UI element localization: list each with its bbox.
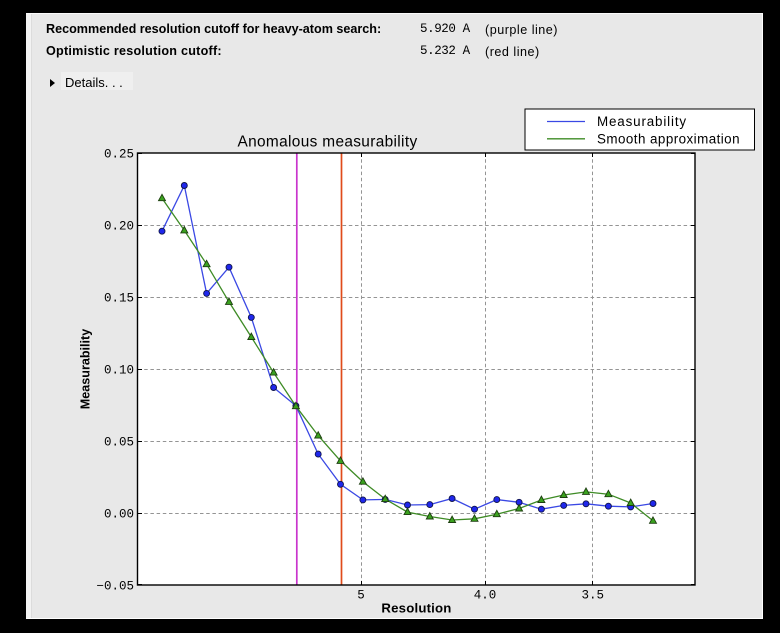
svg-text:4.0: 4.0: [474, 588, 497, 602]
svg-text:Resolution: Resolution: [381, 601, 451, 616]
svg-text:0.15: 0.15: [104, 292, 134, 306]
svg-text:Anomalous measurability: Anomalous measurability: [238, 134, 418, 151]
svg-text:Measurability: Measurability: [79, 329, 93, 410]
svg-text:0.10: 0.10: [104, 364, 134, 378]
svg-text:0.20: 0.20: [104, 220, 134, 234]
svg-text:0.05: 0.05: [104, 436, 134, 450]
svg-text:0.25: 0.25: [104, 148, 134, 162]
svg-text:−0.05: −0.05: [96, 580, 134, 594]
svg-text:Measurability: Measurability: [597, 114, 687, 129]
svg-text:Smooth approximation: Smooth approximation: [597, 131, 740, 146]
svg-text:0.00: 0.00: [104, 508, 134, 522]
svg-text:3.5: 3.5: [582, 588, 605, 602]
svg-text:5: 5: [357, 588, 365, 602]
